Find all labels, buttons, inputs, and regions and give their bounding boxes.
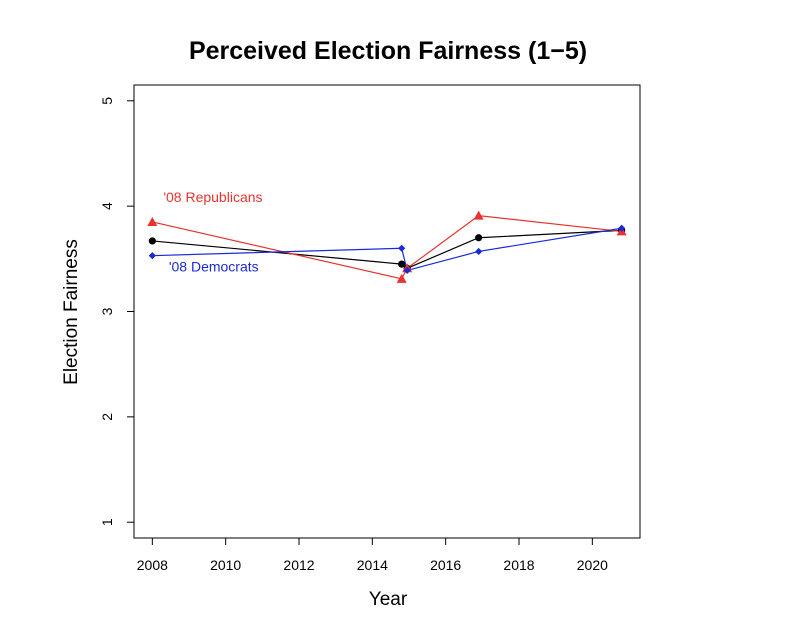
x-axis: 2008 2010 2012 2014 2016 2018 2020 [137,537,608,573]
point-overall [475,234,483,242]
y-tick-label: 2 [99,413,115,421]
series-annotation: '08 Republicans [163,189,262,205]
point-08-democrats [618,224,626,232]
y-axis-label: Election Fairness [61,239,82,385]
point-08-republicans [396,273,407,283]
x-tick-label: 2010 [210,557,241,573]
y-tick-label: 3 [99,307,115,315]
point-overall [398,260,406,268]
y-axis: 1 2 3 4 5 [99,97,135,526]
x-tick-label: 2018 [503,557,534,573]
x-tick-label: 2020 [577,557,608,573]
point-08-democrats [475,247,483,256]
x-tick-label: 2008 [137,557,168,573]
plot-frame [133,84,641,539]
annotation-layer: '08 Republicans '08 Democrats [163,189,262,275]
x-tick-label: 2014 [357,557,388,573]
y-tick-label: 4 [99,202,115,210]
point-08-democrats [398,244,406,252]
point-08-democrats [148,252,156,260]
chart-title: Perceived Election Fairness (1−5) [189,37,587,65]
x-tick-label: 2012 [283,557,314,573]
x-tick-label: 2016 [430,557,461,573]
point-08-democrats [403,266,411,275]
y-tick-label: 1 [99,518,115,526]
point-08-republicans [147,216,158,226]
y-tick-label: 5 [99,97,115,105]
series-layer [147,210,627,283]
series-annotation: '08 Democrats [169,258,259,274]
point-08-republicans [473,210,484,220]
point-overall [148,237,156,245]
x-axis-label: Year [369,589,408,610]
